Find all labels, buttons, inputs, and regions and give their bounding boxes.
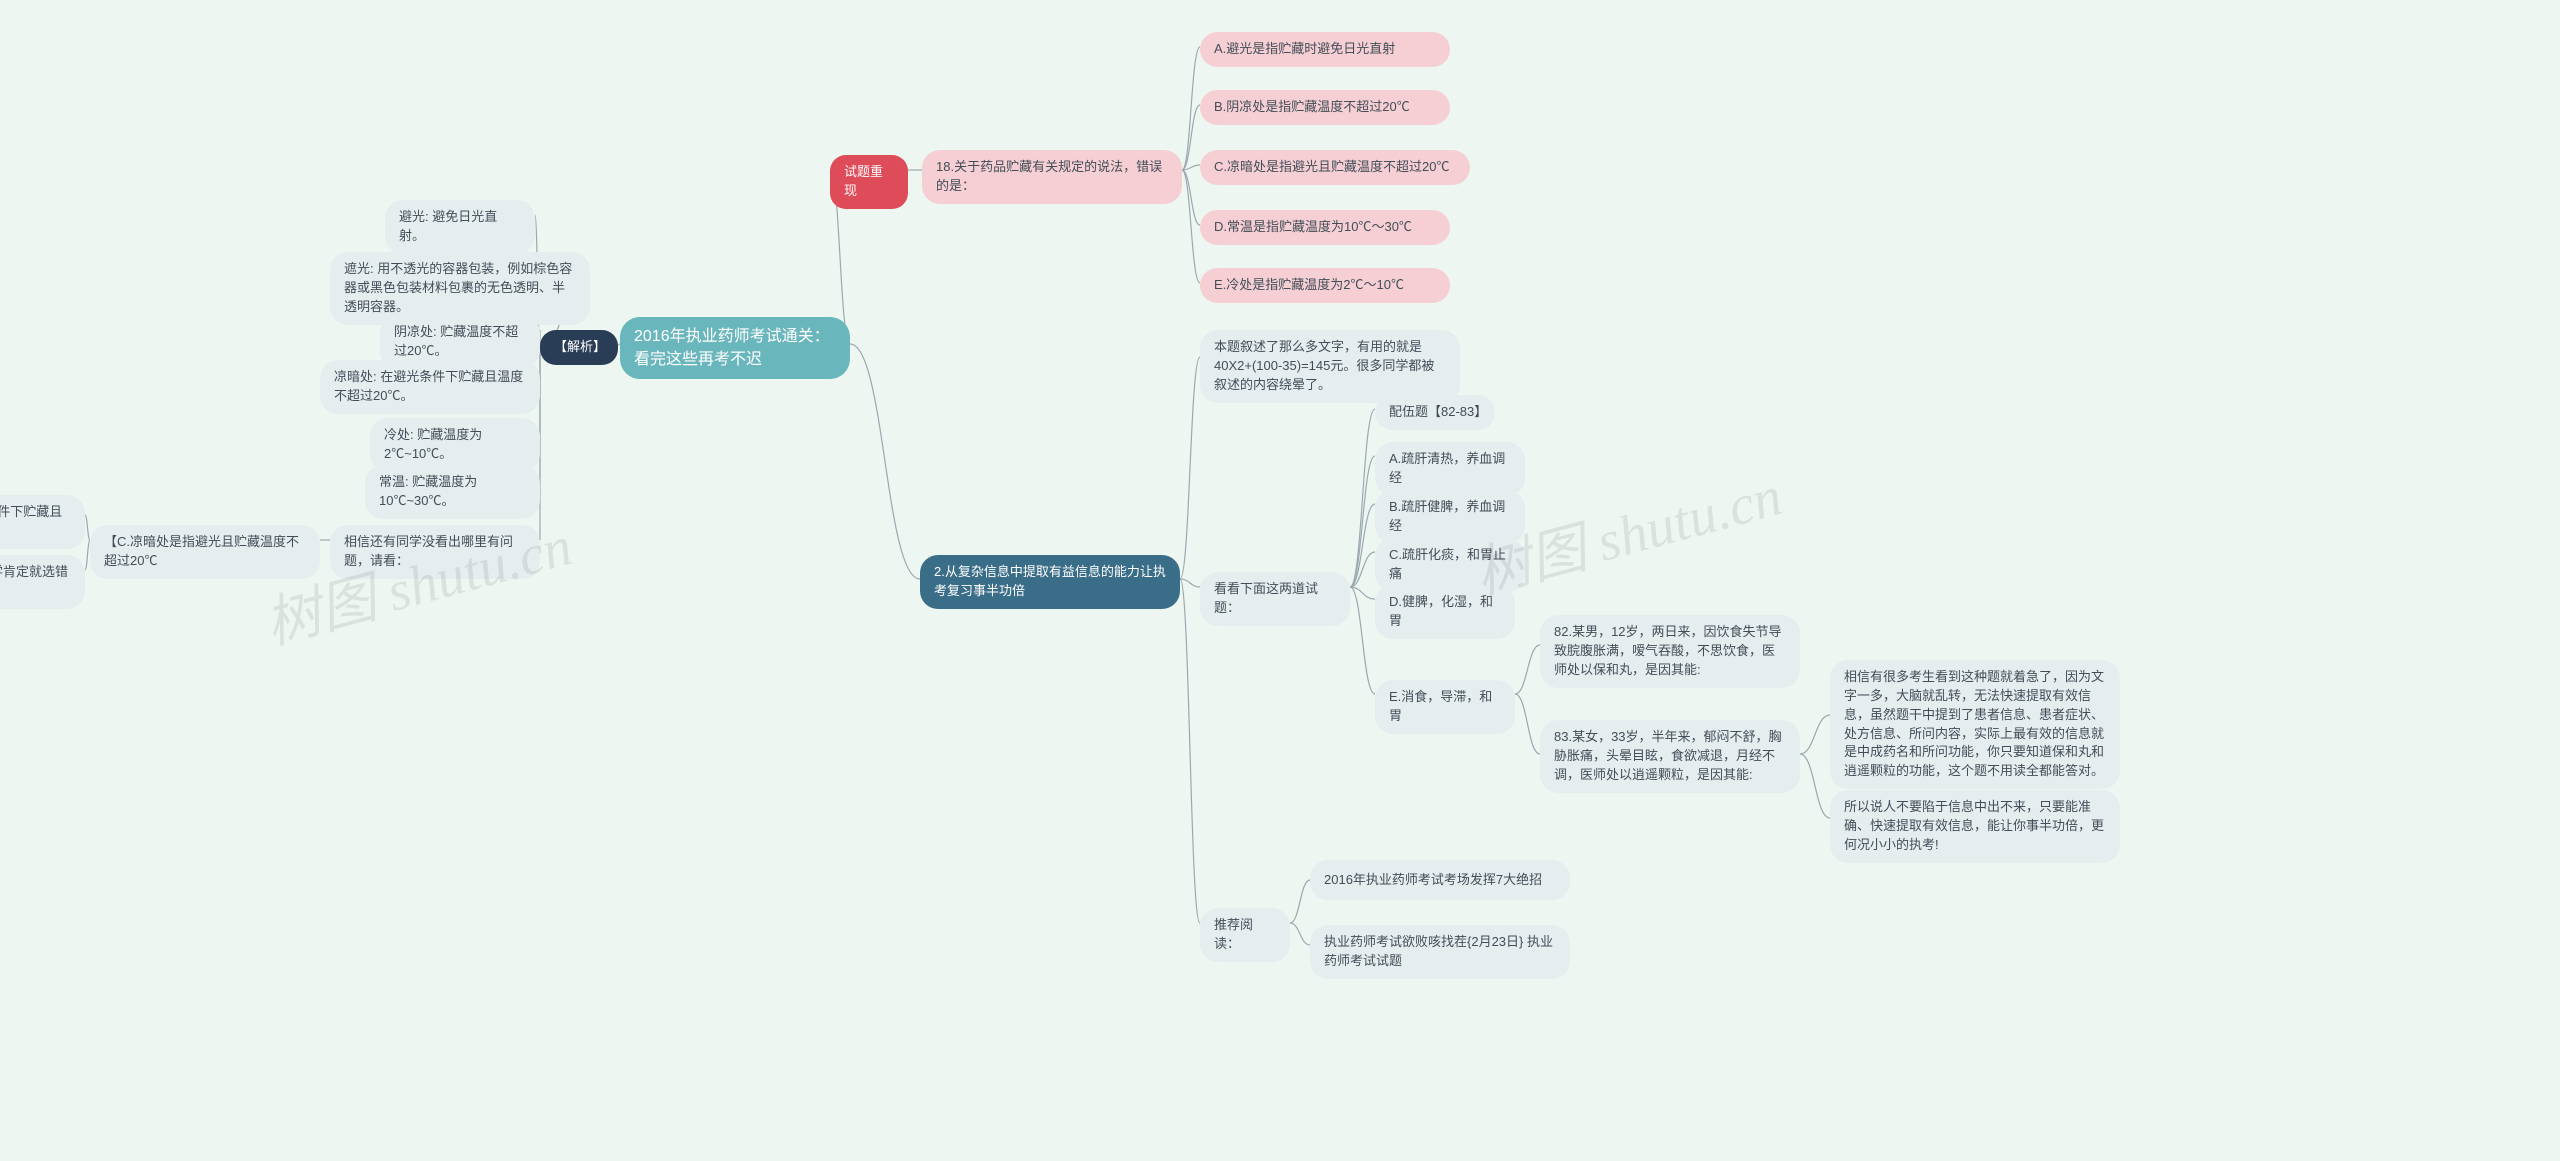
node-label: 18.关于药品贮藏有关规定的说法，错误的是：	[936, 158, 1168, 196]
node-an4: 凉暗处: 在避光条件下贮藏且温度不超过20℃。	[320, 360, 540, 414]
node-optD: D.健脾，化湿，和胃	[1375, 585, 1515, 639]
edge-case83-c83b	[1800, 754, 1830, 818]
node-label: 试题重现	[844, 163, 894, 201]
node-qB: B.阴凉处是指贮藏温度不超过20℃	[1200, 90, 1450, 125]
node-rec2: 执业药师考试欲败咳找茬{2月23日} 执业药师考试试题	[1310, 925, 1570, 979]
node-optA: A.疏肝清热，养血调经	[1375, 442, 1525, 496]
node-label: 【解析】	[554, 338, 604, 357]
edge-q18-qB	[1182, 105, 1200, 170]
node-qA: A.避光是指贮藏时避免日光直射	[1200, 32, 1450, 67]
node-an7a2: 审题不仔细的同学肯定就选错了吖~��	[0, 555, 85, 609]
node-label: E.消食，导滞，和胃	[1389, 688, 1501, 726]
node-b_rep: 试题重现	[830, 155, 908, 209]
node-c83b: 所以说人不要陷于信息中出不来，只要能准确、快速提取有效信息，能让你事半功倍，更何…	[1830, 790, 2120, 863]
node-label: B.阴凉处是指贮藏温度不超过20℃	[1214, 98, 1410, 117]
edge-optE-case82	[1515, 645, 1540, 694]
node-optC: C.疏肝化痰，和胃止痛	[1375, 538, 1525, 592]
node-qD: D.常温是指贮藏温度为10℃～30℃	[1200, 210, 1450, 245]
node-c83a: 相信有很多考生看到这种题就着急了，因为文字一多，大脑就乱转，无法快速提取有效信息…	[1830, 660, 2120, 789]
edge-q18-qD	[1182, 170, 1200, 225]
node-label: D.健脾，化湿，和胃	[1389, 593, 1501, 631]
node-label: 相信有很多考生看到这种题就着急了，因为文字一多，大脑就乱转，无法快速提取有效信息…	[1844, 668, 2106, 781]
edge-an7a-an7a1	[85, 515, 90, 540]
edge-case83-c83a	[1800, 715, 1830, 754]
node-label: C.疏肝化痰，和胃止痛	[1389, 546, 1511, 584]
node-an1: 避光: 避免日光直射。	[385, 200, 535, 254]
node-label: 2.从复杂信息中提取有益信息的能力让执考复习事半功倍	[934, 563, 1166, 601]
node-pair: 配伍题【82-83】	[1375, 395, 1495, 430]
node-label: 冷处: 贮藏温度为2℃~10℃。	[384, 426, 526, 464]
node-label: 配伍题【82-83】	[1389, 403, 1481, 422]
edge-sk_rec-rec2	[1290, 923, 1310, 945]
node-an5: 冷处: 贮藏温度为2℃~10℃。	[370, 418, 540, 472]
node-qC: C.凉暗处是指避光且贮藏温度不超过20℃	[1200, 150, 1470, 185]
node-label: 避光: 避免日光直射。	[399, 208, 521, 246]
node-label: 83.某女，33岁，半年来，郁闷不舒，胸胁胀痛，头晕目眩，食欲减退，月经不调，医…	[1554, 728, 1786, 785]
node-rec1: 2016年执业药师考试考场发挥7大绝招	[1310, 860, 1570, 900]
node-label: 所以说人不要陷于信息中出不来，只要能准确、快速提取有效信息，能让你事半功倍，更何…	[1844, 798, 2106, 855]
node-label: 82.某男，12岁，两日来，因饮食失节导致脘腹胀满，嗳气吞酸，不思饮食，医师处以…	[1554, 623, 1786, 680]
node-label: D.常温是指贮藏温度为10℃～30℃	[1214, 218, 1412, 237]
node-b_an: 【解析】	[540, 330, 618, 365]
node-label: E.冷处是指贮藏温度为2℃～10℃	[1214, 276, 1404, 295]
node-label: 【C.凉暗处是指避光且贮藏温度不超过20℃	[104, 533, 306, 571]
node-label: 2016年执业药师考试通关：看完这些再考不迟	[634, 325, 836, 371]
node-label: 相信还有同学没看出哪里有问题，请看：	[344, 533, 526, 571]
node-optE: E.消食，导滞，和胃	[1375, 680, 1515, 734]
edge-sk_rec-rec1	[1290, 880, 1310, 923]
node-label: B.疏肝健脾，养血调经	[1389, 498, 1511, 536]
node-sk_rec: 推荐阅读：	[1200, 908, 1290, 962]
node-an6: 常温: 贮藏温度为10℃~30℃。	[365, 465, 540, 519]
node-label: 执业药师考试欲败咳找茬{2月23日} 执业药师考试试题	[1324, 933, 1556, 971]
edge-sk_look-optE	[1350, 587, 1375, 694]
node-label: 凉暗处: 在避光条件下贮藏且温度不超过20℃。	[334, 368, 526, 406]
node-label: A.避光是指贮藏时避免日光直射	[1214, 40, 1395, 59]
node-label: 看看下面这两道试题：	[1214, 580, 1336, 618]
node-label: 遮光: 用不透光的容器包装，例如棕色容器或黑色包装材料包裹的无色透明、半透明容器…	[344, 260, 576, 317]
edge-q18-qA	[1182, 47, 1200, 170]
node-q18: 18.关于药品贮藏有关规定的说法，错误的是：	[922, 150, 1182, 204]
node-sk_top: 本题叙述了那么多文字，有用的就是40X2+(100-35)=145元。很多同学都…	[1200, 330, 1460, 403]
node-label: C.凉暗处是指避光且贮藏温度不超过20℃	[1214, 158, 1449, 177]
node-label: 本题叙述了那么多文字，有用的就是40X2+(100-35)=145元。很多同学都…	[1214, 338, 1446, 395]
node-optB: B.疏肝健脾，养血调经	[1375, 490, 1525, 544]
node-b_sk: 2.从复杂信息中提取有益信息的能力让执考复习事半功倍	[920, 555, 1180, 609]
edge-root-b_sk	[850, 344, 920, 579]
node-an2: 遮光: 用不透光的容器包装，例如棕色容器或黑色包装材料包裹的无色透明、半透明容器…	[330, 252, 590, 325]
node-case83: 83.某女，33岁，半年来，郁闷不舒，胸胁胀痛，头晕目眩，食欲减退，月经不调，医…	[1540, 720, 1800, 793]
node-label: 阴凉处: 贮藏温度不超过20℃。	[394, 323, 526, 361]
node-sk_look: 看看下面这两道试题：	[1200, 572, 1350, 626]
edge-sk_look-optA	[1350, 456, 1375, 587]
mindmap-canvas: 2016年执业药师考试通关：看完这些再考不迟 试题重现【解析】 2.从复杂信息中提取…	[0, 0, 2560, 1161]
edge-sk_look-pair	[1350, 409, 1375, 587]
edge-b_sk-sk_top	[1180, 357, 1200, 579]
node-an7a: 【C.凉暗处是指避光且贮藏温度不超过20℃	[90, 525, 320, 579]
node-label: A.疏肝清热，养血调经	[1389, 450, 1511, 488]
edge-b_sk-sk_look	[1180, 579, 1200, 587]
node-root: 2016年执业药师考试通关：看完这些再考不迟	[620, 317, 850, 379]
edge-b_sk-sk_rec	[1180, 579, 1200, 923]
node-qE: E.冷处是指贮藏温度为2℃～10℃	[1200, 268, 1450, 303]
edge-q18-qC	[1182, 165, 1200, 170]
node-an7: 相信还有同学没看出哪里有问题，请看：	[330, 525, 540, 579]
edge-optE-case83	[1515, 694, 1540, 754]
node-label: 2016年执业药师考试考场发挥7大绝招	[1324, 871, 1542, 890]
edge-sk_look-optD	[1350, 587, 1375, 599]
edge-q18-qE	[1182, 170, 1200, 283]
edge-sk_look-optC	[1350, 552, 1375, 587]
node-case82: 82.某男，12岁，两日来，因饮食失节导致脘腹胀满，嗳气吞酸，不思饮食，医师处以…	[1540, 615, 1800, 688]
node-label: 审题不仔细的同学肯定就选错了吖~��	[0, 563, 71, 601]
node-an7a1: 凉暗处: 在避光条件下贮藏且温度不超过20℃】	[0, 495, 85, 549]
node-label: 凉暗处: 在避光条件下贮藏且温度不超过20℃】	[0, 503, 71, 541]
node-label: 推荐阅读：	[1214, 916, 1276, 954]
node-label: 常温: 贮藏温度为10℃~30℃。	[379, 473, 526, 511]
edge-sk_look-optB	[1350, 504, 1375, 587]
